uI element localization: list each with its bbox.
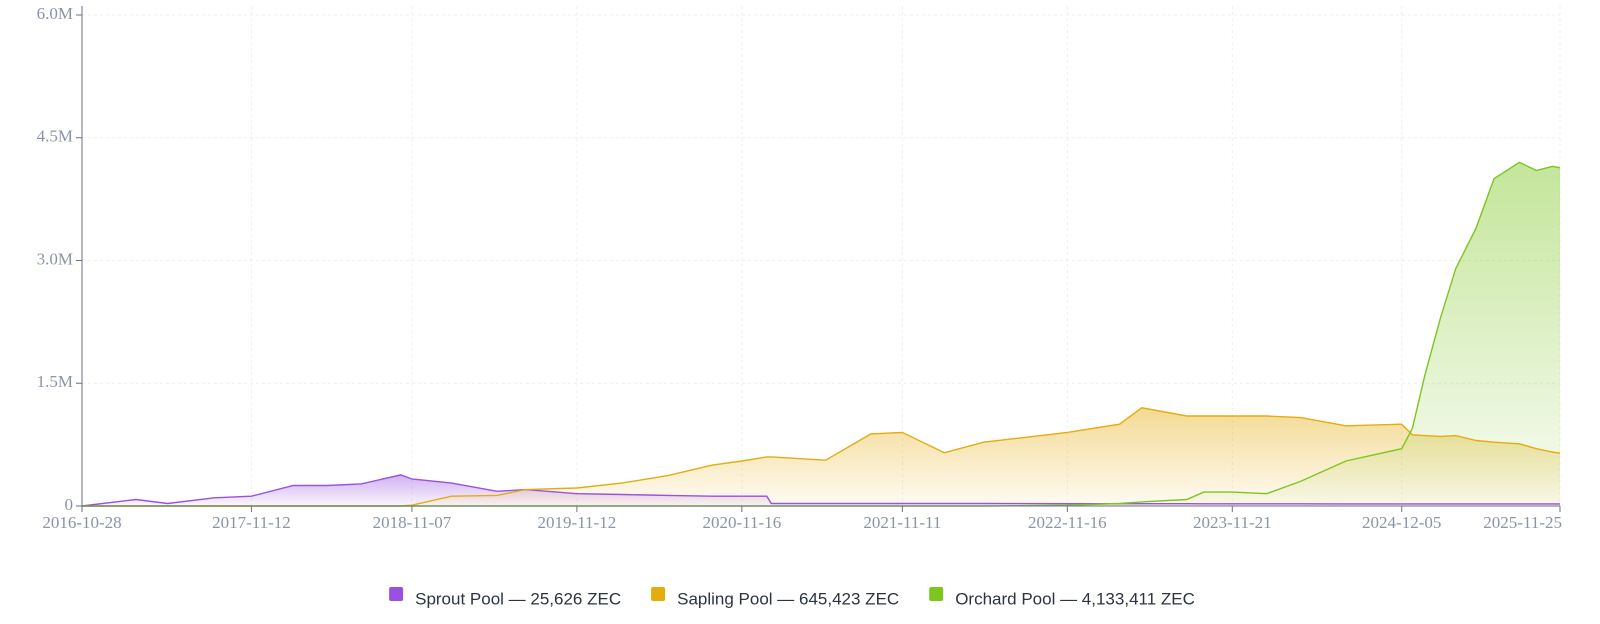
legend-item: Orchard Pool — 4,133,411 ZEC: [929, 587, 1195, 608]
x-tick-label: 2024-12-05: [1362, 513, 1441, 532]
x-tick-label: 2017-11-12: [212, 513, 291, 532]
legend: Sprout Pool — 25,626 ZEC Sapling Pool — 6…: [389, 587, 1195, 608]
axes: 0 1.5M 3.0M 4.5M 6.0M 2016-10-28 2017-11-12 201…: [37, 4, 1562, 532]
legend-swatch: [651, 587, 666, 601]
legend-label: Orchard Pool — 4,133,411 ZEC: [955, 589, 1195, 608]
x-tick-label: 2023-11-21: [1193, 513, 1272, 532]
area-fill: [82, 162, 1560, 507]
legend-label: Sapling Pool — 645,423 ZEC: [677, 589, 899, 608]
x-tick-label: 2021-11-11: [863, 513, 941, 532]
x-tick-label: 2022-11-16: [1028, 513, 1107, 532]
legend-swatch: [389, 587, 404, 601]
y-tick-label: 1.5M: [37, 372, 73, 391]
legend-item: Sapling Pool — 645,423 ZEC: [651, 587, 899, 608]
y-tick-label: 6.0M: [37, 4, 73, 23]
legend-item: Sprout Pool — 25,626 ZEC: [389, 587, 621, 608]
y-tick-label: 4.5M: [37, 127, 73, 146]
series-line: [81, 474, 1560, 507]
x-tick-label: 2019-11-12: [538, 513, 617, 532]
x-tick-label: 2020-11-16: [703, 513, 782, 532]
y-tick-label: 0: [65, 495, 74, 514]
x-tick-label: 2018-11-07: [373, 513, 452, 532]
x-tick-label: 2025-11-25: [1483, 513, 1562, 532]
legend-swatch: [929, 587, 944, 601]
legend-label: Sprout Pool — 25,626 ZEC: [415, 589, 621, 608]
area-fill: [82, 407, 1560, 506]
y-tick-label: 3.0M: [37, 249, 73, 268]
x-tick-label: 2016-10-28: [42, 513, 121, 532]
areas: [82, 162, 1560, 507]
